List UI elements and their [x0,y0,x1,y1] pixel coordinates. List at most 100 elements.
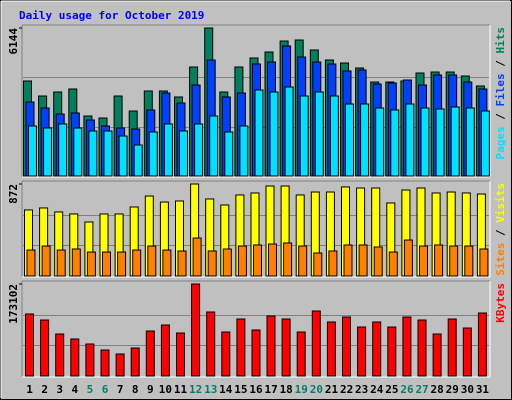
bar [432,333,442,377]
bar [239,125,249,177]
chart-title: Daily usage for October 2019 [19,9,204,22]
bar [388,251,398,277]
bar [133,144,143,177]
bar [345,103,354,177]
legend-entry: Visits [494,183,507,223]
bar [145,330,155,377]
bar [26,249,36,277]
bar [311,310,321,377]
bar [449,245,459,277]
bar [237,245,247,277]
bar [464,245,474,277]
x-tick-label: 21 [325,383,339,396]
x-tick-label: 1 [26,383,33,396]
bar [313,252,323,277]
x-tick-label: 26 [400,383,414,396]
legend-entry: Hits [494,27,507,54]
bar [148,131,158,177]
x-tick-label: 4 [72,383,79,396]
x-tick-label: 20 [310,383,323,396]
x-tick-label: 30 [461,383,474,396]
bar [403,239,413,277]
bar [224,131,234,177]
bar [450,106,460,177]
bar [281,318,291,377]
bar [70,338,80,377]
x-tick-label: 10 [159,383,172,396]
x-tick-label: 5 [87,383,94,396]
bar [86,251,96,277]
bar [447,318,457,377]
legend-entry: KBytes [494,283,507,323]
y-tick-label: 872 [7,184,20,204]
bar [284,86,294,177]
x-tick-label: 9 [147,383,154,396]
bar [373,246,383,277]
x-tick-label: 28 [431,383,444,396]
bar [357,326,367,377]
bar [465,107,475,177]
bar [176,332,185,377]
bar [299,95,309,177]
bar [102,251,111,277]
bar [326,321,336,377]
bar [298,245,308,277]
bar [360,103,370,177]
bar [480,110,490,177]
x-tick-label: 27 [415,383,428,396]
bar [222,248,232,277]
bar [85,343,95,377]
bar [462,327,472,377]
x-tick-label: 29 [446,383,459,396]
bar [420,107,430,177]
bar [163,123,173,177]
x-tick-label: 12 [189,383,202,396]
x-tick-label: 6 [102,383,109,396]
x-tick-label: 3 [56,383,63,396]
legend-separator: / [494,107,507,127]
bar [209,115,219,177]
bar [73,127,83,177]
x-tick-label: 22 [340,383,353,396]
bar [179,130,188,177]
x-tick-label: 7 [117,383,124,396]
legend-entry: Sites [494,243,507,276]
bar [268,243,277,277]
bar [28,125,37,177]
bar [160,324,170,377]
bar [100,349,110,377]
bar [342,316,351,377]
x-tick-label: 23 [355,383,368,396]
bar [221,331,231,377]
bar [192,237,202,277]
bar [358,244,368,277]
bar [372,321,382,377]
bar [479,248,489,277]
x-tick-label: 19 [295,383,308,396]
bar [40,319,50,377]
x-tick-label: 31 [476,383,490,396]
bar [283,242,293,277]
legend-entry: Files [494,73,507,106]
bar [177,250,187,277]
bar [43,127,53,177]
bar [162,249,172,277]
bar [328,250,338,277]
bar [194,123,204,177]
bar [314,91,324,177]
bar [236,318,246,377]
y-tick-label: 173102 [7,284,20,324]
bar [329,95,339,177]
bar [296,331,306,377]
bar [266,315,276,377]
bar [435,108,445,177]
bar [58,123,68,177]
legend-entry: Pages [494,126,507,159]
y-tick-label: 6144 [7,28,20,55]
bar [118,135,128,177]
x-tick-label: 13 [204,383,217,396]
bar [251,329,261,377]
bar [25,313,34,377]
bar [253,244,262,277]
